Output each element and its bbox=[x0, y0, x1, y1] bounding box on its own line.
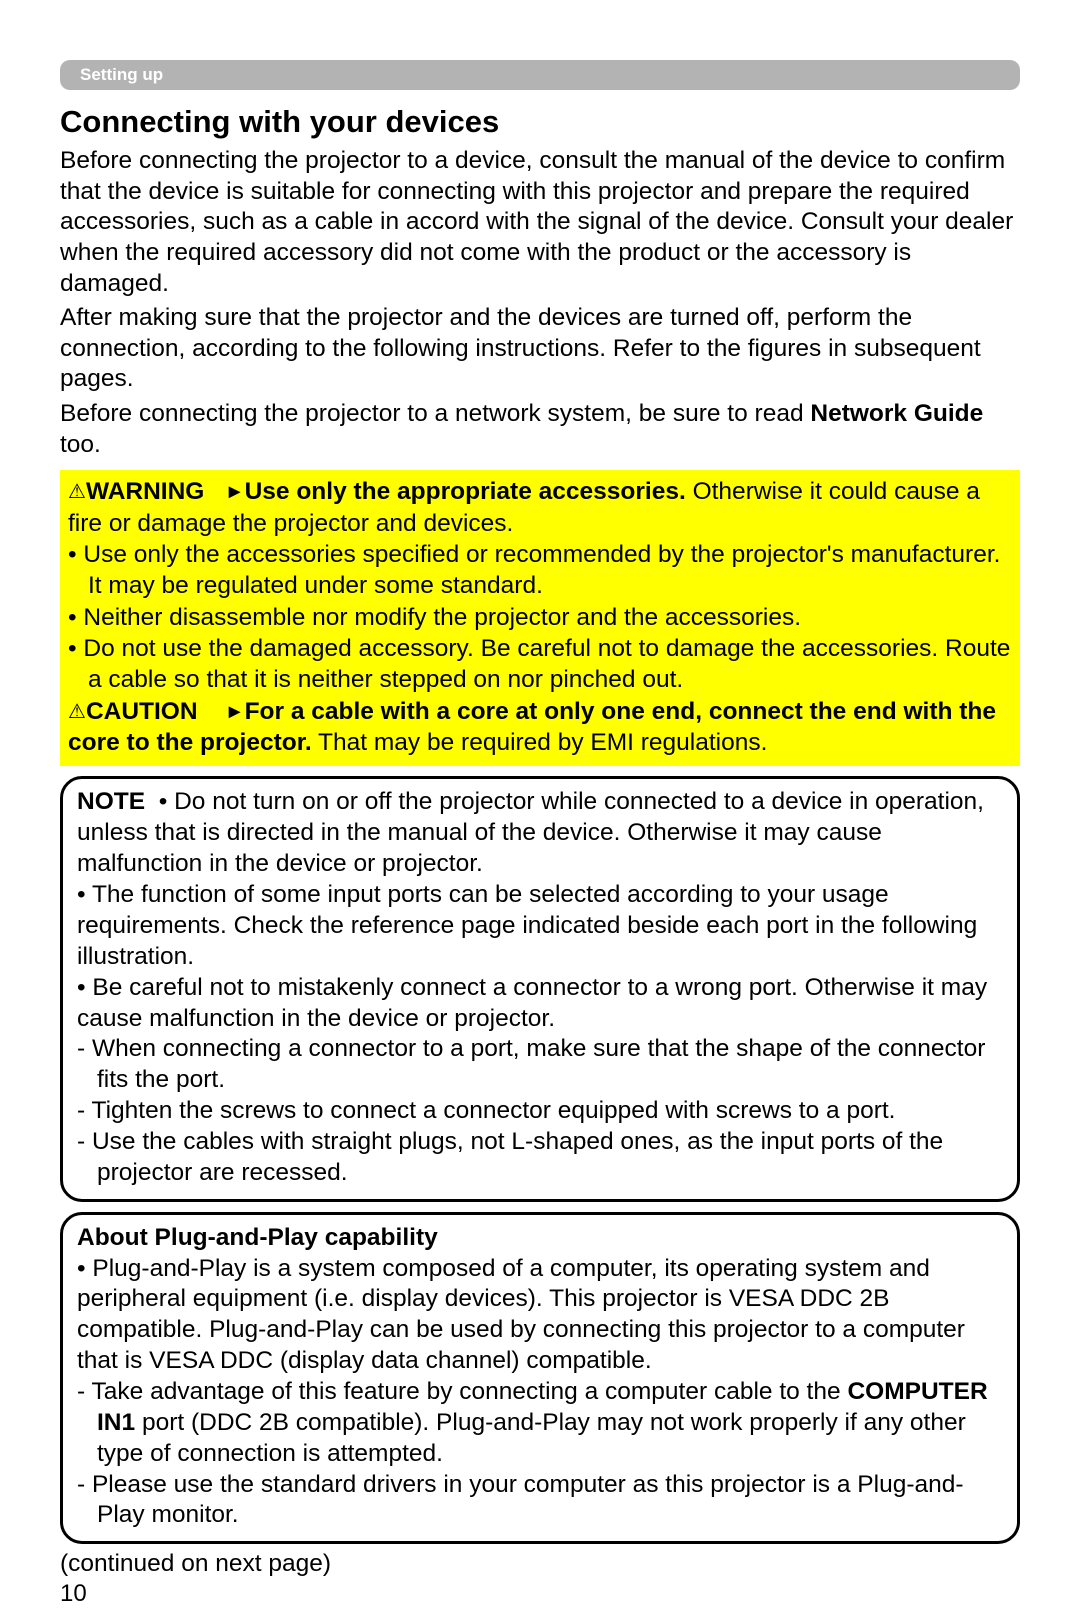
note-p2: • The function of some input ports can b… bbox=[77, 880, 1003, 973]
note-p1: • Do not turn on or off the projector wh… bbox=[77, 788, 984, 877]
pnp-dashes: - Take advantage of this feature by conn… bbox=[77, 1377, 1003, 1531]
pnp-title: About Plug-and-Play capability bbox=[77, 1223, 1003, 1254]
pnp-p1: • Plug-and-Play is a system composed of … bbox=[77, 1254, 1003, 1377]
warning-line: ⚠WARNING ►Use only the appropriate acces… bbox=[68, 476, 1012, 539]
caution-rest: That may be required by EMI regulations. bbox=[312, 729, 768, 756]
caution-label: CAUTION bbox=[86, 698, 198, 725]
note-dash: - When connecting a connector to a port,… bbox=[77, 1034, 1003, 1096]
intro-p3-post: too. bbox=[60, 431, 101, 458]
caution-triangle-icon: ⚠ bbox=[68, 700, 86, 726]
intro-p2: After making sure that the projector and… bbox=[60, 303, 1020, 395]
warning-label: WARNING bbox=[86, 478, 204, 505]
warning-bullet: • Neither disassemble nor modify the pro… bbox=[68, 602, 1012, 633]
pnp-dash: - Take advantage of this feature by conn… bbox=[77, 1377, 1003, 1470]
continued-text: (continued on next page) bbox=[60, 1550, 1020, 1578]
intro-p3-bold: Network Guide bbox=[810, 400, 983, 427]
pnp-dash: - Please use the standard drivers in you… bbox=[77, 1470, 1003, 1532]
arrow-right-icon: ► bbox=[225, 480, 245, 506]
caution-line: ⚠CAUTION ►For a cable with a core at onl… bbox=[68, 696, 1012, 759]
page-number: 10 bbox=[60, 1580, 1020, 1608]
intro-p1: Before connecting the projector to a dev… bbox=[60, 146, 1020, 299]
section-header: Setting up bbox=[60, 60, 1020, 90]
pnp-box: About Plug-and-Play capability • Plug-an… bbox=[60, 1212, 1020, 1545]
warning-bullet: • Use only the accessories specified or … bbox=[68, 539, 1012, 602]
arrow-right-icon: ► bbox=[225, 700, 245, 726]
warning-bullet: • Do not use the damaged accessory. Be c… bbox=[68, 633, 1012, 696]
warning-bold: Use only the appropriate accessories. bbox=[245, 478, 686, 505]
note-box: NOTE • Do not turn on or off the project… bbox=[60, 776, 1020, 1201]
page-heading: Connecting with your devices bbox=[60, 104, 1020, 140]
intro-p3: Before connecting the projector to a net… bbox=[60, 399, 1020, 460]
note-p3: • Be careful not to mistakenly connect a… bbox=[77, 973, 1003, 1035]
note-dashes: - When connecting a connector to a port,… bbox=[77, 1034, 1003, 1188]
warning-bullets: • Use only the accessories specified or … bbox=[68, 539, 1012, 696]
intro-p3-pre: Before connecting the projector to a net… bbox=[60, 400, 810, 427]
note-dash: - Use the cables with straight plugs, no… bbox=[77, 1127, 1003, 1189]
note-dash: - Tighten the screws to connect a connec… bbox=[77, 1096, 1003, 1127]
pnp-d1-pre: - Take advantage of this feature by conn… bbox=[77, 1378, 847, 1405]
pnp-d1-post: port (DDC 2B compatible). Plug-and-Play … bbox=[97, 1409, 966, 1467]
note-label: NOTE bbox=[77, 788, 145, 815]
warning-box: ⚠WARNING ►Use only the appropriate acces… bbox=[60, 470, 1020, 766]
section-header-text: Setting up bbox=[80, 65, 163, 84]
warning-triangle-icon: ⚠ bbox=[68, 480, 86, 506]
